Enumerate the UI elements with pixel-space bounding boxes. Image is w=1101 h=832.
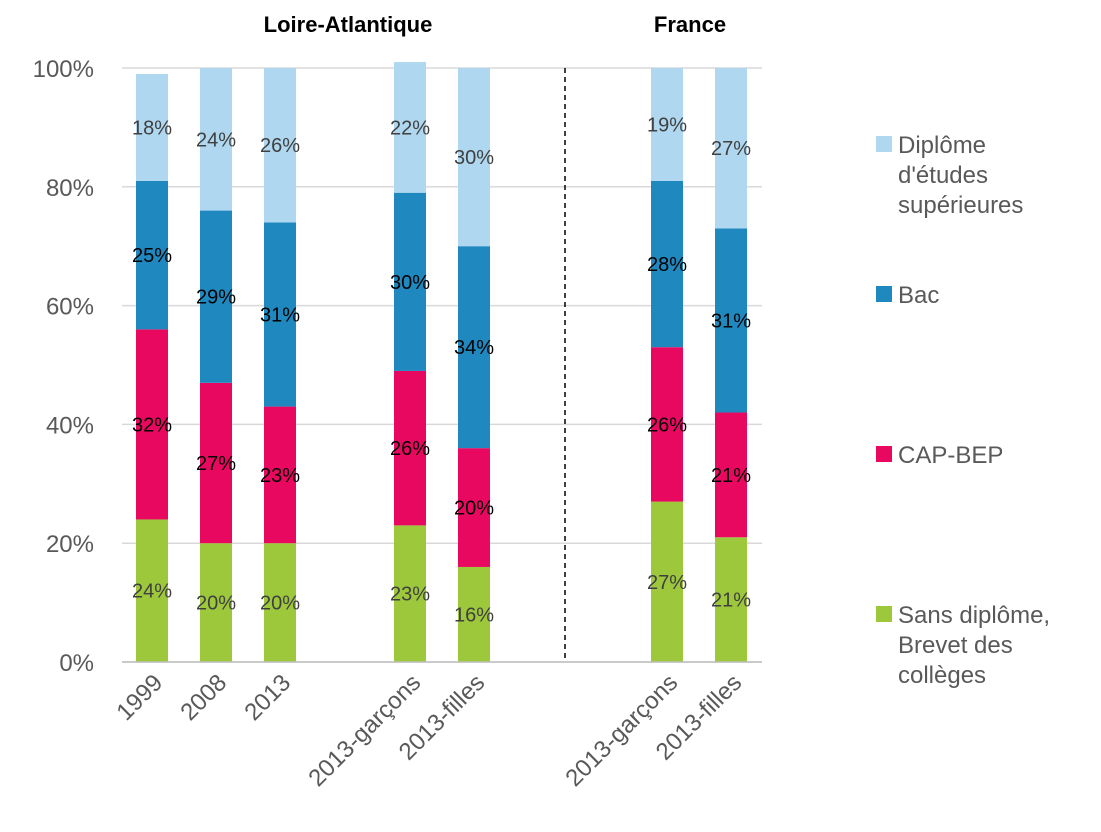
x-tick-label: 2008 bbox=[175, 669, 232, 726]
bar-segment bbox=[458, 566, 490, 662]
data-label: 34% bbox=[454, 337, 494, 359]
x-tick-label: 2013 bbox=[239, 669, 296, 726]
data-label: 28% bbox=[647, 254, 687, 276]
bar-segment bbox=[715, 68, 747, 229]
bar-segment bbox=[715, 228, 747, 413]
bar-segment bbox=[136, 180, 168, 330]
bar-segment bbox=[264, 543, 296, 662]
data-label: 24% bbox=[196, 129, 236, 151]
data-label: 20% bbox=[260, 593, 300, 615]
data-label: 31% bbox=[260, 305, 300, 327]
bar-segment bbox=[394, 62, 426, 193]
data-label: 21% bbox=[711, 590, 751, 612]
data-label: 23% bbox=[390, 584, 430, 606]
data-label: 25% bbox=[132, 245, 172, 267]
data-label: 32% bbox=[132, 414, 172, 436]
x-tick-label: 1999 bbox=[111, 669, 168, 726]
legend-entry: Sans diplôme, Brevet des collèges bbox=[898, 602, 1050, 689]
data-label: 19% bbox=[647, 114, 687, 136]
data-label: 24% bbox=[132, 581, 172, 603]
data-label: 29% bbox=[196, 287, 236, 309]
data-label: 30% bbox=[390, 272, 430, 294]
bar-segment bbox=[458, 68, 490, 247]
bar-segment bbox=[264, 406, 296, 544]
data-label: 27% bbox=[196, 453, 236, 475]
group-title: France bbox=[654, 12, 726, 37]
data-label: 30% bbox=[454, 147, 494, 169]
y-tick-label: 60% bbox=[46, 294, 94, 321]
y-tick-label: 20% bbox=[46, 531, 94, 558]
bar-segment bbox=[136, 73, 168, 181]
data-labels: 24% 32% 25% 18% 20% 27% 29% 24% 20% 23% 31% 26% 23% 2… bbox=[132, 114, 751, 626]
bar-segment bbox=[394, 192, 426, 371]
bar-segment bbox=[651, 68, 683, 181]
y-tick-label: 100% bbox=[33, 56, 94, 83]
data-label: 26% bbox=[647, 414, 687, 436]
legend-entry: Diplôme d'études supérieures bbox=[898, 132, 1023, 219]
data-label: 26% bbox=[390, 438, 430, 460]
data-label: 22% bbox=[390, 117, 430, 139]
bar-segment bbox=[458, 246, 490, 449]
y-tick-label: 80% bbox=[46, 175, 94, 202]
bar-segment bbox=[715, 537, 747, 662]
bar-segment bbox=[136, 329, 168, 520]
data-label: 20% bbox=[196, 593, 236, 615]
data-label: 26% bbox=[260, 135, 300, 157]
bar-segment bbox=[136, 519, 168, 662]
x-tick-label: 2013-garçons bbox=[303, 669, 426, 792]
data-label: 21% bbox=[711, 465, 751, 487]
data-label: 16% bbox=[454, 604, 494, 626]
legend-swatch bbox=[876, 446, 892, 462]
bar-segment bbox=[651, 347, 683, 502]
data-label: 23% bbox=[260, 465, 300, 487]
legend-swatch bbox=[876, 606, 892, 622]
data-label: 18% bbox=[132, 117, 172, 139]
bar-segment bbox=[264, 68, 296, 223]
y-tick-label: 40% bbox=[46, 412, 94, 439]
legend-swatch bbox=[876, 286, 892, 302]
legend-swatch bbox=[876, 136, 892, 152]
data-label: 31% bbox=[711, 310, 751, 332]
bar-segment bbox=[200, 210, 232, 383]
bar-segment bbox=[264, 222, 296, 407]
x-tick-label: 2013-garçons bbox=[560, 669, 683, 792]
legend-entry: CAP-BEP bbox=[898, 442, 1003, 469]
bar-segment bbox=[651, 501, 683, 662]
bar-segment bbox=[200, 68, 232, 211]
data-label: 27% bbox=[711, 138, 751, 160]
bar-segment bbox=[200, 543, 232, 662]
data-label: 27% bbox=[647, 572, 687, 594]
y-tick-label: 0% bbox=[59, 650, 94, 677]
bar-segment bbox=[651, 180, 683, 348]
legend-entry: Bac bbox=[898, 282, 939, 309]
data-label: 20% bbox=[454, 498, 494, 520]
bar-segment bbox=[200, 382, 232, 544]
group-title: Loire-Atlantique bbox=[264, 12, 433, 37]
bar-segment bbox=[394, 370, 426, 526]
bar-segment bbox=[715, 412, 747, 538]
bar-segment bbox=[458, 448, 490, 567]
bars bbox=[136, 62, 747, 662]
bar-segment bbox=[394, 525, 426, 662]
legend: Diplôme d'études supérieures Bac CAP-BEP Sans… bbox=[876, 132, 1050, 689]
